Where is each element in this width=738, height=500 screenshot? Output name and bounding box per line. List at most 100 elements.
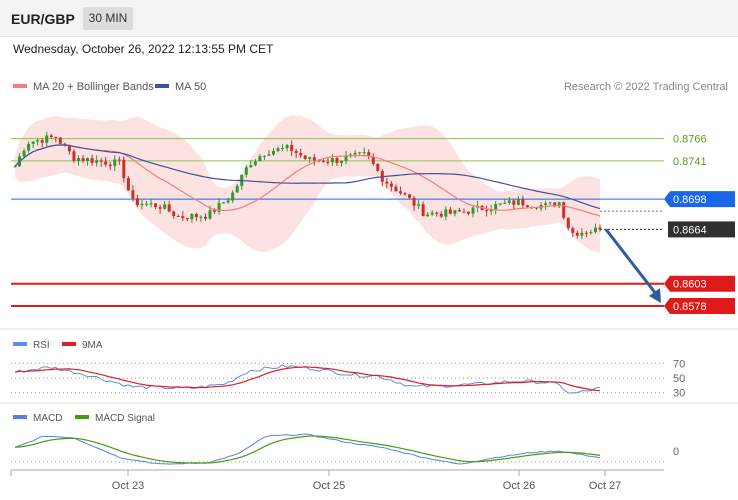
ma20-legend-swatch	[13, 84, 27, 88]
candle-body	[503, 202, 507, 204]
candle-body	[562, 202, 566, 218]
candle-body	[358, 152, 362, 154]
candle-body	[593, 227, 597, 233]
rsi-tick-label: 30	[673, 388, 685, 400]
macd-signal-line	[14, 435, 601, 464]
candle-body	[544, 203, 548, 206]
candle-body	[580, 232, 584, 236]
candle-body	[494, 204, 498, 210]
rsi-tick-label: 50	[673, 373, 685, 385]
candle-body	[344, 156, 348, 161]
candle-body	[553, 202, 557, 207]
candle-body	[317, 160, 321, 162]
macd-signal-legend-label: MACD Signal	[95, 413, 155, 424]
macd-legend-swatch	[13, 415, 27, 419]
candle-body	[412, 197, 416, 206]
candle-body	[253, 161, 257, 166]
ma50-legend-swatch	[155, 84, 169, 88]
candle-body	[326, 161, 330, 163]
candle-body	[398, 191, 402, 194]
candle-body	[126, 178, 130, 191]
candle-body	[131, 190, 135, 199]
level-badge	[664, 297, 735, 314]
candle-body	[76, 158, 80, 161]
candle-body	[466, 211, 470, 214]
moving-averages	[14, 144, 601, 217]
current-price-badge	[668, 221, 735, 238]
candle-body	[31, 141, 35, 144]
candle-body	[430, 212, 434, 215]
rsi-panel: 70 50 30	[11, 358, 685, 400]
level-label: 0.8578	[673, 301, 707, 313]
candle-body	[362, 152, 366, 154]
rsi-ma-legend-label: 9MA	[82, 340, 103, 351]
candle-body	[340, 160, 344, 163]
candle-body	[167, 204, 171, 212]
forecast-arrow-shaft	[604, 228, 658, 295]
candle-body	[249, 165, 253, 168]
candle-body	[27, 143, 31, 151]
chart-header: EUR/GBP 30 MIN	[0, 0, 738, 37]
candle-body	[231, 192, 235, 201]
candle-body	[385, 181, 389, 184]
rsi-ma-line	[14, 366, 601, 392]
candle-body	[22, 150, 26, 157]
candle-body	[403, 193, 407, 195]
level-label: 0.8698	[673, 194, 707, 206]
macd-tick-label: 0	[673, 446, 679, 458]
bollinger-bands	[15, 115, 600, 254]
candle-body	[226, 200, 230, 203]
candle-body	[512, 200, 516, 205]
rsi-ma-legend-swatch	[62, 342, 76, 346]
candle-body	[145, 203, 149, 205]
candle-body	[281, 148, 285, 150]
candle-body	[598, 227, 602, 230]
candle-body	[525, 205, 529, 207]
level-badge	[664, 275, 735, 292]
candle-body	[67, 145, 71, 152]
candle-body	[453, 210, 457, 214]
candle-body	[172, 211, 176, 217]
candle-body	[426, 214, 430, 217]
candle-body	[72, 151, 76, 161]
candle-body	[244, 167, 248, 175]
x-tick-label: Oct 26	[503, 480, 535, 492]
candle-body	[575, 232, 579, 236]
candle-body	[485, 210, 489, 212]
candle-body	[213, 210, 217, 212]
timeframe-badge[interactable]: 30 MIN	[83, 7, 133, 30]
level-label: 0.8766	[673, 134, 707, 146]
candle-body	[258, 156, 262, 162]
candle-body	[36, 140, 40, 142]
rsi-tick-label: 70	[673, 358, 685, 370]
candle-body	[303, 155, 307, 159]
candle-body	[185, 218, 189, 220]
candle-body	[290, 145, 294, 151]
candle-body	[163, 204, 167, 209]
candle-body	[294, 150, 298, 154]
level-badge	[664, 191, 735, 208]
candle-body	[321, 160, 325, 162]
x-tick-label: Oct 27	[589, 480, 621, 492]
candle-body	[299, 153, 303, 156]
current-price-label: 0.8664	[673, 224, 707, 236]
candle-body	[421, 204, 425, 217]
candle-body	[199, 216, 203, 218]
candle-body	[312, 157, 316, 161]
rsi-line	[14, 364, 601, 394]
candle-body	[489, 209, 493, 212]
candle-body	[262, 155, 266, 157]
candle-body	[507, 200, 511, 203]
rsi-legend-label: RSI	[33, 340, 50, 351]
x-axis: Oct 23 Oct 25 Oct 26 Oct 27	[10, 469, 664, 492]
candle-body	[439, 213, 443, 217]
candle-body	[353, 152, 357, 155]
candle-body	[389, 183, 393, 187]
candle-body	[589, 232, 593, 234]
candle-body	[435, 212, 439, 214]
candle-body	[471, 207, 475, 214]
candle-body	[149, 203, 153, 205]
ma50-line	[14, 144, 601, 210]
candle-body	[367, 152, 371, 157]
